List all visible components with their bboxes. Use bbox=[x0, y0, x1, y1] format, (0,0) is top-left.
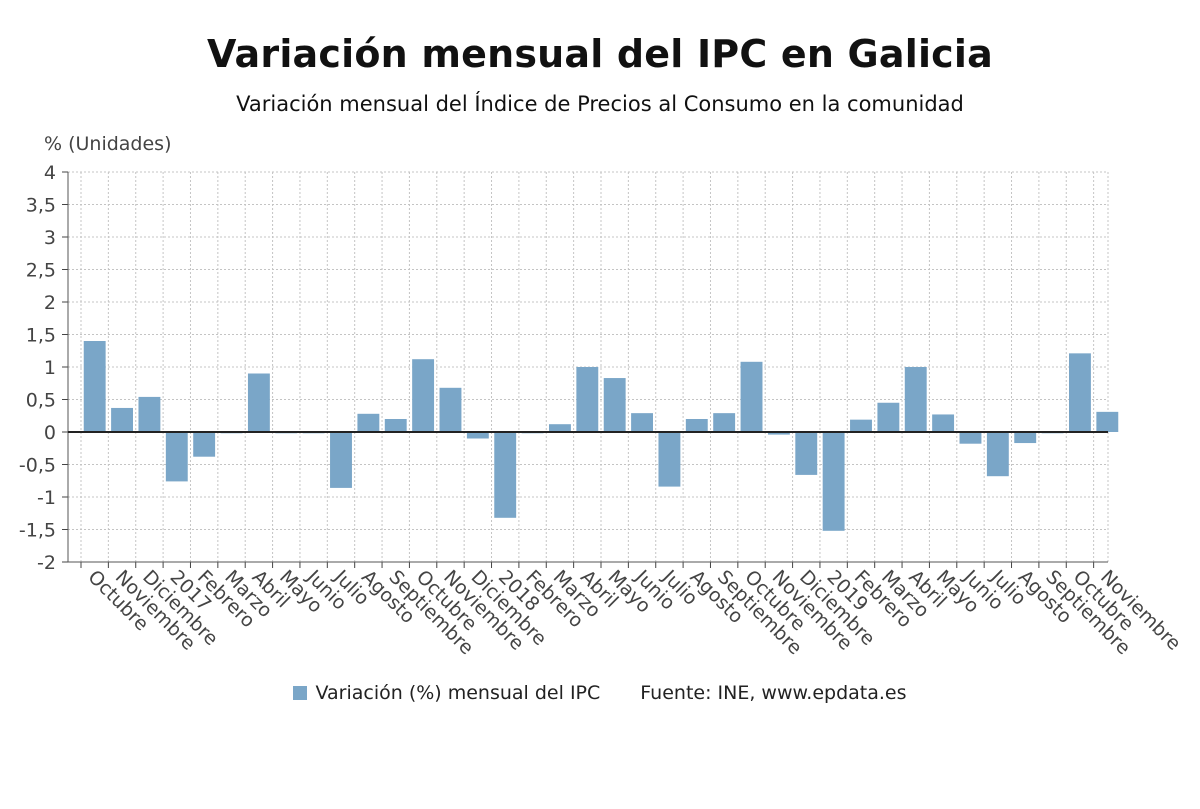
bar bbox=[439, 387, 462, 432]
legend-swatch bbox=[293, 686, 308, 700]
bar bbox=[767, 432, 790, 435]
bar bbox=[1014, 432, 1037, 444]
legend-series-name: Variación (%) mensual del IPC bbox=[315, 682, 601, 704]
axes bbox=[62, 171, 1108, 568]
bar bbox=[247, 373, 270, 432]
bar bbox=[959, 432, 982, 444]
y-tick-label: 0,5 bbox=[26, 390, 56, 412]
bar bbox=[740, 361, 763, 432]
bar bbox=[193, 432, 216, 457]
legend: Variación (%) mensual del IPC Fuente: IN… bbox=[0, 682, 1200, 705]
source-text: Fuente: INE, www.epdata.es bbox=[640, 682, 907, 704]
y-tick-label: -0,5 bbox=[19, 455, 56, 477]
y-tick-label: 1,5 bbox=[26, 325, 56, 347]
bars bbox=[83, 341, 1119, 531]
bar bbox=[685, 419, 708, 432]
y-tick-label: 3,5 bbox=[26, 195, 56, 217]
y-tick-label: 3 bbox=[44, 227, 56, 249]
bar bbox=[83, 341, 106, 432]
chart-title: Variación mensual del IPC en Galicia bbox=[207, 32, 993, 76]
bar bbox=[658, 432, 681, 487]
y-tick-label: -2 bbox=[37, 552, 56, 574]
bar bbox=[111, 407, 133, 432]
bar bbox=[986, 432, 1009, 477]
y-tick-label: 4 bbox=[44, 162, 56, 184]
y-tick-labels: 4 3,5 3 2,5 2 1,5 1 0,5 0 -0,5 -1 -1,5 -2 bbox=[19, 162, 56, 574]
bar bbox=[466, 432, 489, 439]
bar bbox=[932, 414, 955, 432]
bar bbox=[384, 419, 407, 432]
bar bbox=[713, 413, 736, 432]
bar bbox=[165, 432, 188, 482]
bar bbox=[330, 432, 352, 488]
y-tick-label: -1,5 bbox=[19, 520, 56, 542]
bar bbox=[904, 367, 927, 432]
y-tick-label: 2,5 bbox=[26, 260, 56, 282]
bar bbox=[549, 424, 571, 432]
y-axis-label: % (Unidades) bbox=[44, 133, 172, 155]
bar bbox=[631, 413, 653, 432]
bar bbox=[357, 413, 380, 432]
chart-subtitle: Variación mensual del Índice de Precios … bbox=[236, 92, 964, 116]
bar bbox=[576, 367, 599, 432]
bar bbox=[1096, 411, 1119, 432]
bar bbox=[795, 432, 818, 475]
y-tick-label: 0 bbox=[44, 422, 56, 444]
bar bbox=[494, 432, 517, 518]
bar bbox=[850, 419, 872, 432]
x-tick-labels: OctubreNoviembreDiciembre2017FebreroMarz… bbox=[83, 565, 1185, 659]
bar bbox=[877, 402, 900, 432]
bar bbox=[138, 396, 161, 432]
bar bbox=[822, 432, 845, 531]
y-tick-label: 2 bbox=[44, 292, 56, 314]
y-tick-label: -1 bbox=[37, 487, 56, 509]
bar bbox=[412, 359, 435, 432]
y-tick-label: 1 bbox=[44, 357, 56, 379]
bar bbox=[1069, 353, 1091, 432]
bar bbox=[603, 378, 626, 432]
